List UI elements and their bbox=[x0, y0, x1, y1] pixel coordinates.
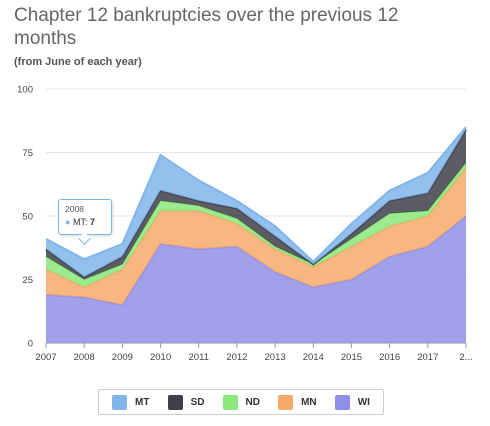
legend-item-sd[interactable]: SD bbox=[167, 394, 205, 410]
legend-label: SD bbox=[190, 396, 205, 408]
legend-item-mn[interactable]: MN bbox=[278, 394, 317, 410]
x-tick-label: 2010 bbox=[150, 352, 171, 363]
tooltip-series: MT bbox=[72, 217, 85, 227]
area-mn[interactable] bbox=[46, 167, 466, 305]
chart-tooltip: 2008 ● MT: 7 bbox=[58, 199, 112, 235]
y-tick-label: 25 bbox=[22, 275, 33, 286]
legend-swatch bbox=[278, 394, 294, 410]
tooltip-dot-icon: ● bbox=[65, 217, 71, 227]
chart-subtitle: (from June of each year) bbox=[14, 56, 142, 68]
x-tick-label: 2016 bbox=[379, 352, 400, 363]
legend-item-nd[interactable]: ND bbox=[222, 394, 260, 410]
x-tick-label: 2007 bbox=[35, 352, 56, 363]
area-nd[interactable] bbox=[46, 162, 466, 288]
x-tick-label: 2017 bbox=[417, 352, 438, 363]
y-tick-label: 75 bbox=[22, 148, 33, 159]
x-tick-label: 2013 bbox=[265, 352, 286, 363]
y-tick-label: 50 bbox=[22, 212, 33, 223]
x-tick-label: 2008 bbox=[74, 352, 95, 363]
legend-item-wi[interactable]: WI bbox=[334, 394, 370, 410]
legend-swatch bbox=[334, 394, 350, 410]
legend-swatch bbox=[112, 394, 128, 410]
legend-swatch bbox=[167, 394, 183, 410]
area-mt[interactable] bbox=[46, 127, 466, 277]
tooltip-value: 7 bbox=[89, 217, 95, 227]
x-tick-label: 2012 bbox=[226, 352, 247, 363]
legend-label: MT bbox=[135, 396, 150, 408]
y-tick-label: 100 bbox=[17, 85, 33, 96]
x-tick-label: 2011 bbox=[189, 352, 209, 363]
legend-label: MN bbox=[301, 396, 317, 408]
x-tick-label: 2... bbox=[459, 352, 472, 363]
legend-label: WI bbox=[357, 396, 370, 408]
x-tick-label: 2009 bbox=[112, 352, 133, 363]
series-line-mt bbox=[45, 126, 467, 264]
series-line-wi bbox=[45, 215, 467, 307]
legend-label: ND bbox=[245, 396, 260, 408]
chart-legend: MT SD ND MN WI bbox=[98, 389, 384, 415]
x-tick-label: 2015 bbox=[341, 352, 362, 363]
legend-item-mt[interactable]: MT bbox=[112, 394, 150, 410]
chart-title: Chapter 12 bankruptcies over the previou… bbox=[14, 5, 399, 49]
tooltip-year: 2008 bbox=[65, 204, 84, 214]
area-wi[interactable] bbox=[46, 216, 466, 343]
y-tick-label: 0 bbox=[28, 339, 33, 350]
x-tick-label: 2014 bbox=[303, 352, 324, 363]
legend-swatch bbox=[222, 394, 238, 410]
